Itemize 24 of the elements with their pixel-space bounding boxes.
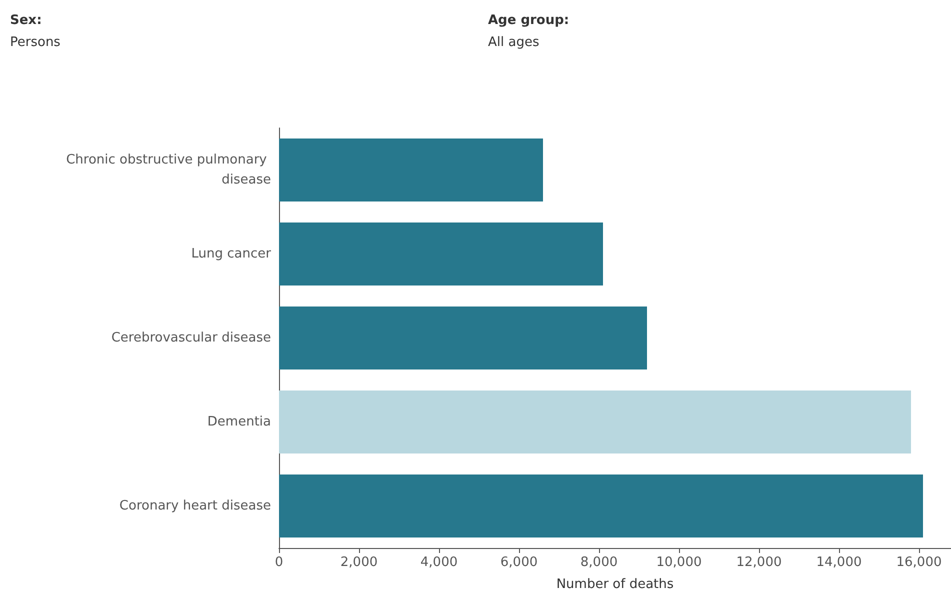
x-tick-label: 0 [274,555,284,570]
bar [279,306,647,370]
x-tick-label: 14,000 [816,555,862,570]
text: Sex: [10,13,42,28]
y-tick-label: Coronary heart disease [119,498,271,514]
x-tick-label: 2,000 [340,555,378,570]
text: Age group: [488,13,570,28]
x-tick-label: 8,000 [580,555,618,570]
x-tick-label: 10,000 [656,555,702,570]
y-tick-label: Cerebrovascular disease [111,330,271,346]
bar [279,138,543,202]
bar [279,474,923,538]
text: Persons [10,35,61,50]
y-tick-label: Lung cancer [191,246,272,262]
bar [279,222,603,286]
x-tick-label: 12,000 [736,555,782,570]
x-axis-title: Number of deaths [556,577,674,592]
bar [279,390,911,454]
y-tick-label: Dementia [207,414,271,430]
x-tick-label: 6,000 [500,555,538,570]
text: All ages [488,35,540,50]
x-tick-label: 4,000 [420,555,458,570]
x-tick-label: 16,000 [896,555,942,570]
y-tick-label: Chronic obstructive pulmonary disease [66,152,271,188]
